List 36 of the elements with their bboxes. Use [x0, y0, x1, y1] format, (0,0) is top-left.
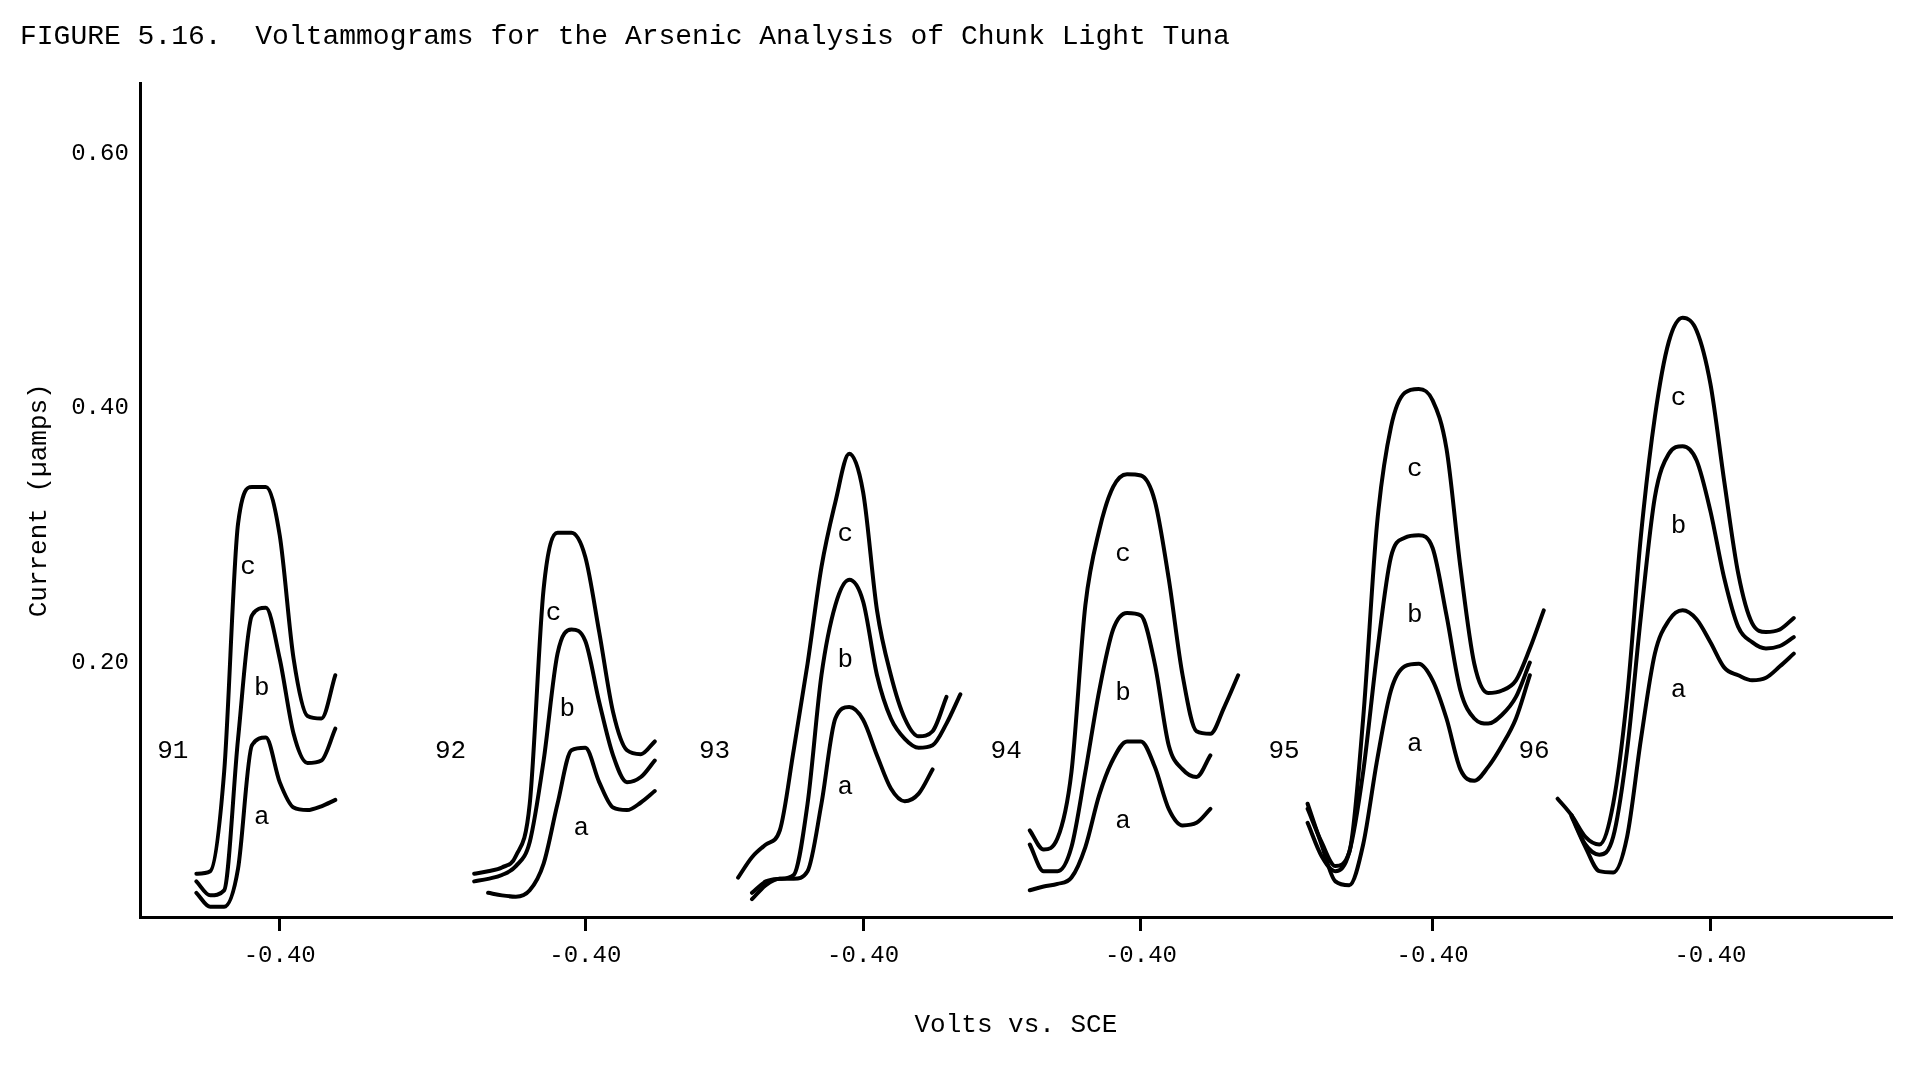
x-tick-label: -0.40 [243, 941, 316, 969]
series-label: c [837, 518, 854, 549]
annotation: 91 [157, 736, 189, 767]
series-label: a [837, 771, 854, 802]
annotation: 95 [1268, 736, 1300, 767]
annotation: 92 [434, 736, 467, 767]
series-label: a [1670, 675, 1687, 706]
series-label: b [559, 694, 576, 725]
series-label: a [1115, 806, 1131, 837]
x-axis-title: Volts vs. SCE [914, 1010, 1118, 1041]
x-tick-label: -0.40 [1674, 941, 1747, 969]
annotation: 93 [698, 736, 731, 767]
series-label: c [545, 597, 562, 628]
series-label: b [1115, 677, 1131, 708]
series-label: b [1670, 511, 1687, 542]
series-label: b [1406, 600, 1423, 631]
annotation: 96 [1518, 736, 1550, 767]
series-label: c [1670, 382, 1687, 413]
y-axis-title: Current (µamps) [24, 383, 55, 618]
series-label: a [254, 802, 270, 833]
series-label: b [254, 672, 270, 703]
y-tick-label: 0.60 [71, 139, 129, 167]
x-tick-label: -0.40 [827, 941, 900, 969]
series-label: a [573, 812, 590, 843]
series-label: c [1115, 539, 1131, 570]
x-tick-label: -0.40 [549, 941, 622, 969]
x-tick-label: -0.40 [1396, 941, 1469, 969]
series-label: c [1406, 453, 1423, 484]
x-tick-label: -0.40 [1104, 941, 1177, 969]
y-tick-label: 0.20 [71, 648, 129, 676]
series-label: c [240, 551, 256, 582]
chart-title: FIGURE 5.16. Voltammograms for the Arsenic Analysis of Chunk Light Tuna [20, 21, 1230, 53]
series-label: a [1406, 728, 1423, 759]
annotation: 94 [990, 736, 1022, 767]
y-tick-label: 0.40 [71, 394, 129, 422]
series-label: b [837, 644, 854, 675]
